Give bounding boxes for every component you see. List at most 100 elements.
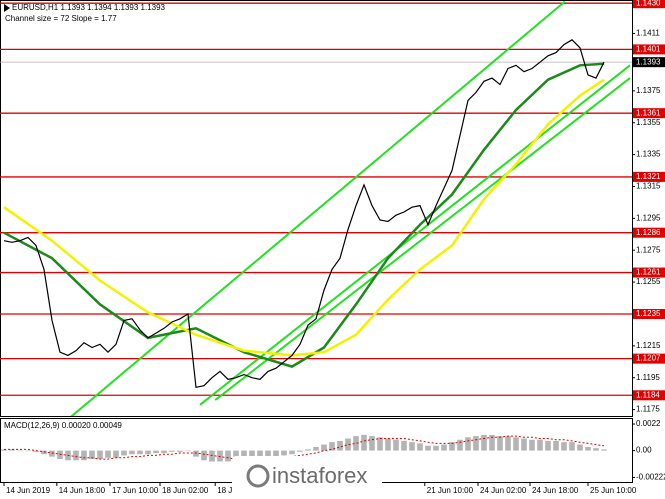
y-tick-label: 1.1335 <box>636 150 661 159</box>
macd-bar <box>177 450 183 452</box>
macd-bar <box>401 440 407 451</box>
macd-bar <box>241 450 247 461</box>
macd-bar <box>465 437 471 451</box>
macd-bar <box>193 450 199 457</box>
macd-bar <box>585 446 591 451</box>
y-tick-label: 1.1411 <box>636 29 660 38</box>
watermark-text: instaforex <box>272 463 367 488</box>
macd-bar <box>145 450 151 455</box>
level-label: 1.1207 <box>636 354 661 363</box>
macd-bar <box>273 450 279 457</box>
y-tick-label: 1.1175 <box>636 405 660 414</box>
macd-bar <box>137 450 143 455</box>
macd-bar <box>385 438 391 451</box>
macd-bar <box>89 450 95 460</box>
macd-bar <box>393 439 399 451</box>
macd-bar <box>113 450 119 458</box>
macd-bar <box>313 446 319 451</box>
macd-bar <box>497 436 503 451</box>
level-label-box <box>633 390 665 401</box>
macd-bar <box>225 450 231 462</box>
level-label: 1.1184 <box>636 390 660 399</box>
macd-bar <box>153 450 159 454</box>
x-tick-label: 24 Jun 02:00 <box>480 486 527 495</box>
y-tick-label: 1.1215 <box>636 341 661 350</box>
macd-bar <box>1 449 7 451</box>
macd-bar <box>249 450 255 461</box>
y-tick-label: 0.0022 <box>636 419 661 428</box>
main-plot <box>0 0 632 416</box>
axes: 1.1411 1.1375 1.1355 1.1335 1.1315 1.1295 1.12… <box>3 0 665 495</box>
main-frame <box>0 0 633 417</box>
macd-bar <box>57 450 63 460</box>
macd-bar <box>97 450 103 460</box>
macd-bar <box>457 439 463 451</box>
level-label-box <box>633 44 665 55</box>
x-tick-label: 17 Jun 10:00 <box>112 486 159 495</box>
macd-bar <box>9 449 15 451</box>
macd-bar <box>129 450 135 455</box>
channel-line <box>199 64 631 406</box>
macd-bar <box>481 434 487 451</box>
macd-bar <box>417 443 423 451</box>
macd-bar <box>369 436 375 451</box>
macd-bar <box>521 438 527 451</box>
macd-bar <box>561 442 567 451</box>
macd-bar <box>209 450 215 462</box>
macd-bar <box>17 450 23 452</box>
macd-bar <box>489 434 495 451</box>
macd-bar <box>409 442 415 451</box>
macd-bar <box>377 437 383 451</box>
macd-bar <box>105 450 111 458</box>
macd-signal <box>4 435 605 461</box>
channel-line: Channel size = 72 Slope = 1.77 <box>5 14 117 23</box>
macd-bar <box>25 450 31 452</box>
x-tick-label: 25 Jun 10:00 <box>590 486 637 495</box>
level-label: 1.1430 <box>636 0 661 7</box>
y-tick-label: -0.00222 <box>636 473 665 482</box>
symbol-line: EURUSD,H1 1.1393 1.1394 1.1393 1.1393 <box>12 3 166 12</box>
y-tick-label: 1.1375 <box>636 86 661 95</box>
macd-bar <box>545 440 551 451</box>
macd-bar <box>345 438 351 451</box>
macd-bar <box>265 450 271 458</box>
level-label: 1.1235 <box>636 309 661 318</box>
level-label-box <box>633 108 665 119</box>
macd-title: MACD(12,26,9) 0.00020 0.00049 <box>4 421 122 430</box>
watermark-box <box>232 456 382 496</box>
y-tick-label: 1.1275 <box>636 245 661 254</box>
price-line <box>3 39 605 389</box>
macd-bar <box>81 450 87 461</box>
current-price-box <box>633 57 665 68</box>
macd-bar <box>433 445 439 451</box>
macd-bar <box>353 436 359 451</box>
level-label-box <box>633 267 665 278</box>
level-label: 1.1361 <box>636 108 661 117</box>
symbol-marker <box>4 4 10 12</box>
macd-bar <box>281 450 287 456</box>
macd-bar <box>537 439 543 451</box>
macd-bar <box>593 448 599 451</box>
macd-bar <box>41 450 47 455</box>
macd-bar <box>425 445 431 451</box>
macd-bar <box>305 449 311 451</box>
level-label-box <box>633 0 665 9</box>
x-tick-label: 14 Jun 18:00 <box>59 486 106 495</box>
macd-bar <box>121 450 127 456</box>
macd-bar <box>473 436 479 451</box>
macd-bar <box>73 450 79 461</box>
y-tick-label: 1.1255 <box>636 277 661 286</box>
macd-bar <box>505 436 511 451</box>
macd-bar <box>289 450 295 455</box>
level-label: 1.1401 <box>636 45 661 54</box>
y-tick-label: 1.1195 <box>636 373 660 382</box>
macd-bar <box>321 444 327 451</box>
macd-bar <box>361 434 367 451</box>
x-tick-label: 18 Jun 02:00 <box>162 486 209 495</box>
level-label: 1.1261 <box>636 268 661 277</box>
macd-bar <box>185 450 191 452</box>
x-tick-label: 21 Jun 10:00 <box>427 486 474 495</box>
macd-bar <box>569 442 575 451</box>
macd-bar <box>217 450 223 462</box>
macd-bar <box>601 449 607 451</box>
